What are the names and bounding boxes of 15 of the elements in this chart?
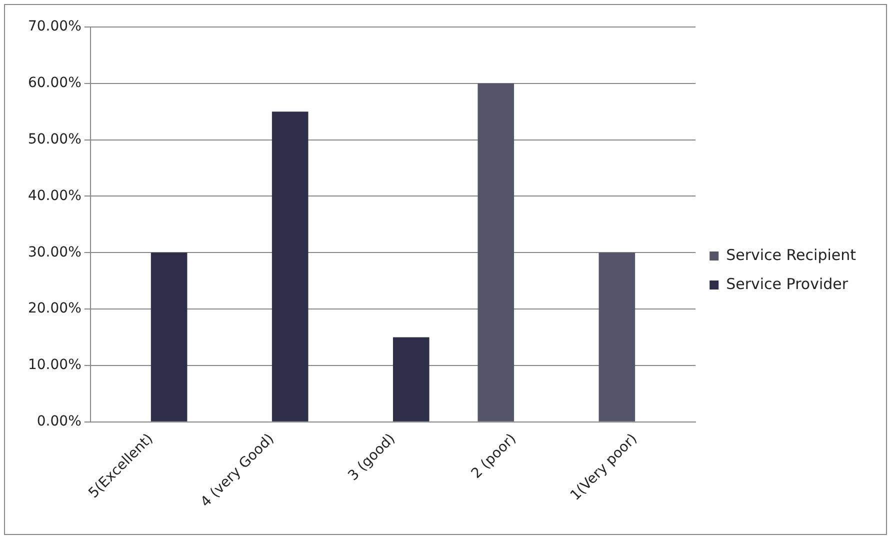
y-tick-label: 40.00%: [28, 188, 82, 204]
y-tick-label: 70.00%: [28, 18, 82, 35]
bar: [392, 337, 430, 422]
y-tick-label: 20.00%: [28, 300, 82, 317]
bar: [272, 112, 308, 422]
y-tick-label: 10.00%: [28, 357, 82, 374]
bar: [150, 252, 188, 422]
y-tick-label: 30.00%: [28, 244, 82, 260]
y-tick-label: 50.00%: [28, 131, 82, 148]
legend-label: Service Provider: [726, 274, 849, 293]
bar: [598, 252, 636, 422]
bar: [478, 83, 514, 422]
y-tick-label: 60.00%: [28, 75, 82, 92]
legend-label: Service Recipient: [726, 246, 856, 264]
y-tick-label: 0.00%: [36, 414, 82, 430]
